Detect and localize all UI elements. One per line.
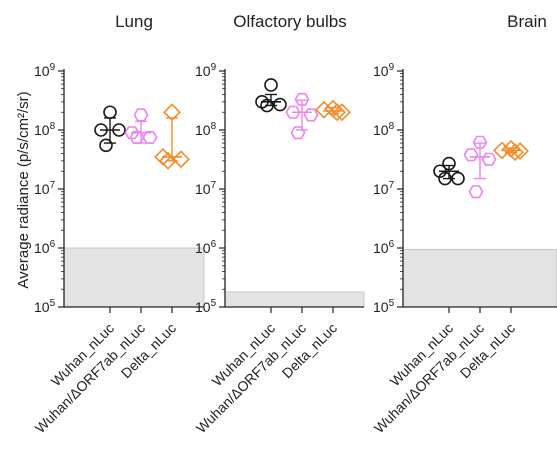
y-tick-label: 109 bbox=[195, 62, 217, 79]
series-Wuhan/ΔORF7ab_nLuc: Wuhan/ΔORF7ab_nLuc bbox=[193, 92, 319, 436]
data-point bbox=[442, 156, 456, 171]
data-point bbox=[303, 108, 319, 122]
panel-2: Olfactory bulbs105106107108109Wuhan_nLuc… bbox=[193, 12, 365, 436]
y-tick-label: 106 bbox=[34, 239, 56, 256]
y-tick-label: 107 bbox=[373, 180, 395, 197]
data-point bbox=[129, 130, 145, 144]
panel-title: Brain bbox=[507, 12, 547, 31]
y-tick-label: 108 bbox=[373, 121, 395, 138]
data-point bbox=[172, 150, 190, 169]
data-point bbox=[103, 105, 117, 120]
data-point bbox=[315, 100, 333, 119]
data-point bbox=[290, 126, 306, 140]
data-point bbox=[273, 97, 287, 112]
data-point bbox=[468, 185, 484, 199]
detection-limit-band bbox=[63, 247, 205, 308]
data-point bbox=[481, 152, 497, 166]
y-tick-label: 108 bbox=[34, 121, 56, 138]
y-tick-label: 107 bbox=[195, 180, 217, 197]
panel-3: Brain105106107108109Wuhan_nLucWuhan/ΔORF… bbox=[371, 12, 557, 436]
data-point bbox=[294, 92, 310, 106]
data-point bbox=[463, 148, 479, 162]
y-tick-label: 107 bbox=[34, 180, 56, 197]
y-tick-label: 109 bbox=[34, 62, 56, 79]
data-point bbox=[506, 143, 524, 162]
y-tick-label: 105 bbox=[195, 298, 217, 315]
data-point bbox=[159, 151, 177, 170]
data-point bbox=[264, 78, 278, 92]
y-tick-label: 106 bbox=[195, 239, 217, 256]
y-tick-label: 108 bbox=[195, 121, 217, 138]
data-point bbox=[438, 171, 452, 186]
panel-title: Olfactory bulbs bbox=[233, 12, 346, 31]
detection-limit-band bbox=[224, 291, 365, 308]
y-axis-label: Average radiance (p/s/cm²/sr) bbox=[15, 91, 32, 288]
data-point bbox=[94, 123, 108, 137]
data-point bbox=[451, 171, 465, 186]
data-point bbox=[511, 142, 529, 160]
data-point bbox=[333, 103, 351, 122]
data-point bbox=[472, 135, 488, 149]
panel-1: Lung105106107108109Wuhan_nLucWuhan/ΔORF7… bbox=[32, 12, 205, 436]
data-point bbox=[133, 108, 149, 122]
data-point bbox=[124, 126, 140, 140]
y-tick-label: 106 bbox=[373, 239, 395, 256]
data-point bbox=[433, 164, 447, 179]
data-point bbox=[285, 105, 301, 119]
data-point bbox=[163, 103, 181, 122]
data-point bbox=[493, 141, 511, 160]
y-tick-label: 105 bbox=[373, 298, 395, 315]
y-tick-label: 109 bbox=[373, 62, 395, 79]
data-point bbox=[328, 103, 346, 122]
data-point bbox=[112, 123, 126, 137]
panel-title: Lung bbox=[115, 12, 153, 31]
data-point bbox=[260, 98, 274, 113]
detection-limit-band bbox=[402, 248, 557, 308]
y-tick-label: 105 bbox=[34, 298, 56, 315]
data-point bbox=[99, 138, 113, 153]
